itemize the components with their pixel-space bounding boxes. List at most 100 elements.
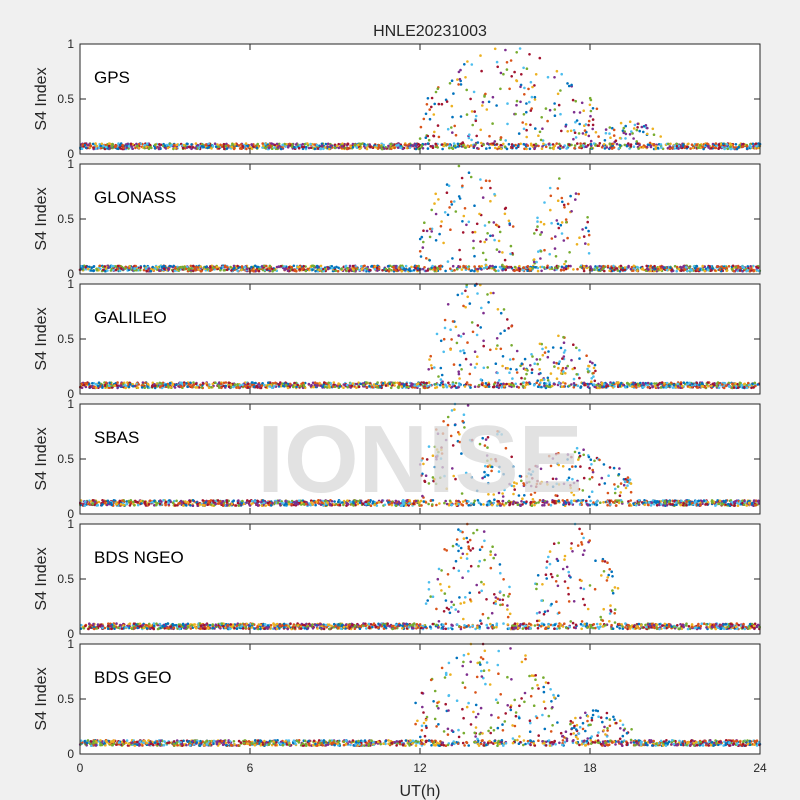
- data-point: [153, 143, 157, 147]
- data-point: [362, 383, 365, 387]
- data-point: [722, 386, 726, 390]
- data-point: [582, 109, 585, 112]
- data-point: [481, 104, 484, 107]
- data-point: [82, 383, 86, 387]
- data-point: [537, 250, 540, 253]
- data-point: [470, 63, 474, 66]
- data-point: [564, 267, 568, 271]
- data-point: [555, 219, 559, 222]
- data-point: [531, 85, 534, 89]
- data-point: [640, 125, 644, 129]
- data-point: [387, 144, 390, 148]
- data-point: [268, 264, 272, 268]
- data-point: [593, 363, 597, 367]
- data-point: [533, 146, 536, 150]
- data-point: [278, 145, 282, 148]
- data-point: [649, 145, 653, 149]
- data-point: [173, 143, 176, 147]
- data-point: [548, 108, 552, 112]
- data-point: [327, 381, 331, 385]
- data-point: [106, 269, 109, 272]
- data-point: [588, 103, 592, 107]
- data-point: [588, 96, 592, 100]
- data-point: [438, 232, 441, 236]
- data-point: [609, 136, 612, 139]
- data-point: [143, 264, 146, 268]
- data-point: [515, 371, 519, 374]
- data-point: [473, 350, 477, 354]
- data-point: [698, 383, 701, 387]
- data-point: [751, 142, 755, 146]
- data-point: [469, 386, 472, 389]
- data-point: [483, 240, 487, 244]
- data-point: [302, 384, 306, 388]
- data-point: [262, 144, 265, 148]
- data-point: [194, 386, 198, 389]
- data-point: [304, 269, 308, 273]
- data-point: [80, 382, 84, 386]
- data-point: [562, 355, 566, 358]
- data-point: [724, 384, 728, 388]
- data-point: [521, 121, 524, 124]
- data-point: [553, 76, 556, 79]
- data-point: [479, 267, 482, 270]
- data-point: [169, 386, 172, 389]
- data-point: [225, 147, 229, 150]
- data-point: [568, 143, 571, 146]
- data-point: [555, 142, 558, 145]
- data-point: [584, 226, 588, 230]
- data-point: [475, 134, 479, 138]
- data-point: [486, 293, 489, 296]
- data-point: [480, 69, 483, 73]
- data-point: [428, 108, 432, 111]
- data-point: [199, 383, 202, 387]
- data-point: [700, 382, 704, 385]
- data-point: [301, 142, 305, 146]
- data-point: [553, 365, 556, 368]
- data-point: [656, 146, 660, 150]
- data-point: [745, 386, 749, 390]
- data-point: [557, 381, 561, 385]
- data-point: [539, 257, 542, 260]
- data-point: [551, 346, 555, 349]
- data-point: [284, 267, 288, 270]
- data-point: [118, 143, 122, 147]
- data-point: [549, 372, 553, 375]
- data-point: [182, 143, 186, 147]
- data-point: [473, 385, 477, 389]
- data-point: [405, 385, 409, 389]
- data-point: [506, 318, 509, 321]
- data-point: [659, 135, 662, 138]
- data-point: [578, 357, 581, 360]
- data-point: [467, 220, 471, 224]
- data-point: [540, 116, 543, 119]
- data-point: [461, 231, 465, 234]
- data-point: [538, 130, 542, 134]
- data-point: [430, 364, 433, 367]
- data-point: [515, 99, 519, 103]
- data-point: [457, 265, 460, 268]
- data-point: [173, 269, 177, 273]
- data-point: [559, 223, 563, 227]
- data-point: [597, 268, 601, 272]
- data-point: [529, 267, 532, 270]
- data-point: [370, 264, 374, 268]
- data-point: [462, 264, 465, 268]
- data-point: [628, 133, 632, 136]
- data-point: [129, 383, 132, 386]
- data-point: [435, 332, 439, 336]
- data-point: [503, 212, 507, 216]
- data-point: [345, 383, 349, 387]
- data-point: [176, 267, 180, 271]
- data-point: [286, 146, 290, 149]
- data-point: [536, 385, 540, 389]
- data-point: [605, 146, 609, 149]
- data-point: [307, 146, 311, 150]
- data-point: [548, 186, 552, 190]
- data-point: [492, 385, 496, 388]
- data-point: [387, 264, 390, 268]
- data-point: [346, 142, 350, 146]
- data-point: [440, 220, 443, 223]
- data-point: [536, 225, 539, 228]
- data-point: [578, 122, 581, 126]
